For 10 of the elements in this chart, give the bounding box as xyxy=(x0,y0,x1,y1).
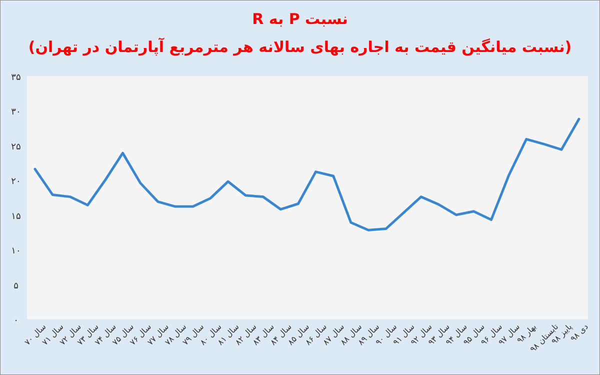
title: نسبت P به R xyxy=(252,10,348,28)
y-tick-label: ۳۵ xyxy=(11,73,21,83)
y-tick-label: ۵ xyxy=(14,281,19,292)
y-tick-label: ۰ xyxy=(14,316,18,326)
y-tick-label: ۱۵ xyxy=(11,212,21,222)
y-tick-label: ۳۰ xyxy=(11,108,21,118)
y-tick-label: ۲۵ xyxy=(11,142,21,152)
y-tick-label: ۱۰ xyxy=(11,246,21,257)
subtitle: (نسبت میانگین قیمت به اجاره بهای سالانه هر مترمربع آپارتمان در تهران) xyxy=(28,38,572,56)
y-tick-label: ۲۰ xyxy=(11,177,21,188)
